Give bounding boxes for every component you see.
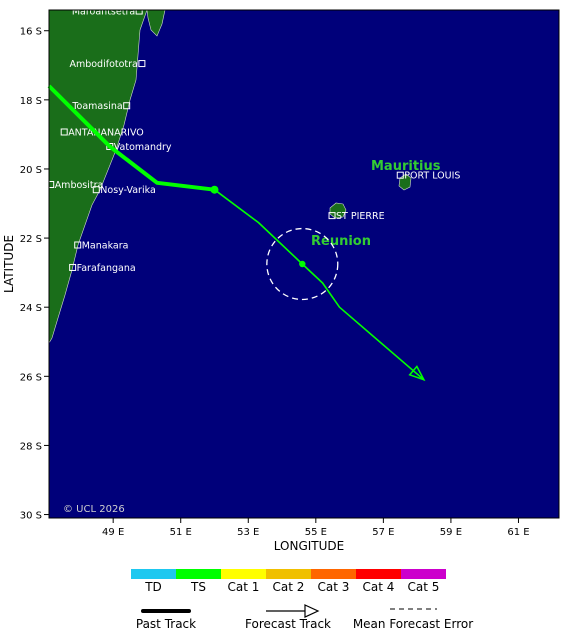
plot-frame [48, 9, 560, 519]
legend-category-label: Cat 4 [363, 580, 395, 594]
legend-category-label: TS [190, 580, 206, 594]
place-label: Manakara [82, 240, 129, 251]
place-marker [74, 241, 82, 249]
x-axis-title: LONGITUDE [274, 539, 344, 553]
x-tick-label: 51 E [170, 527, 192, 538]
place-marker [328, 212, 336, 220]
y-tick-label: 26 S [20, 372, 42, 383]
mauritius-label: Mauritius [371, 159, 441, 174]
legend-category-label: Cat 1 [228, 580, 260, 594]
madagascar-land [48, 9, 148, 345]
forecast-arrow-icon [304, 604, 320, 618]
place-label: ANTANANARIVO [68, 127, 144, 138]
place-marker [138, 60, 146, 68]
legend-category-label: Cat 2 [273, 580, 305, 594]
place-label: Toamasina [71, 101, 122, 112]
y-tick-label: 22 S [20, 234, 42, 245]
past-track-line [47, 84, 215, 192]
place-marker [92, 186, 100, 194]
y-tick-label: 20 S [20, 165, 42, 176]
legend-swatch-ts [176, 569, 221, 579]
legend-category-label: Cat 3 [318, 580, 350, 594]
track-point [210, 185, 219, 194]
forecast-arrow-head [408, 365, 426, 382]
y-tick-label: 18 S [20, 96, 42, 107]
place-label: Ambositra [55, 180, 104, 191]
place-label: Maroantsetra [72, 7, 135, 18]
y-axis-title: LATITUDE [2, 235, 16, 293]
reunion-label: Reunion [311, 234, 371, 249]
land-group [48, 9, 412, 345]
x-tick-label: 59 E [440, 527, 462, 538]
x-tick-label: 57 E [372, 527, 394, 538]
legend-swatch-cat-1 [221, 569, 266, 579]
places-layer: Maroantsetra Ambodifototra Toamasina ANTANA… [47, 7, 460, 274]
legend-category-label: Cat 5 [408, 580, 440, 594]
place-marker [69, 263, 77, 271]
y-tick-label: 30 S [20, 511, 42, 522]
y-tick-label: 28 S [20, 441, 42, 452]
x-tick-label: 53 E [237, 527, 259, 538]
legend-swatch-cat-5 [401, 569, 446, 579]
place-marker [396, 171, 404, 179]
legend-swatch-cat-4 [356, 569, 401, 579]
ticks-layer: 49 E 51 E 53 E 55 E 57 E 59 E 61 E 16 S 18 S 20 S… [20, 27, 530, 538]
past-track-label: Past Track [136, 617, 196, 631]
place-marker [135, 7, 143, 15]
track-layer [47, 84, 426, 382]
legend-category-label: TD [144, 580, 162, 594]
place-label: Farafangana [77, 263, 136, 274]
y-tick-label: 16 S [20, 27, 42, 38]
place-marker [123, 102, 131, 110]
place-label: Ambodifototra [69, 59, 137, 70]
forecast-track-label: Forecast Track [245, 617, 331, 631]
mean-error-circle [266, 227, 339, 301]
place-marker [60, 128, 68, 136]
mean-error-label: Mean Forecast Error [353, 617, 473, 631]
place-label: PORT LOUIS [404, 171, 460, 182]
legend-swatch-cat-2 [266, 569, 311, 579]
line-legend: Past Track Forecast Track Mean Forecast … [136, 604, 473, 631]
legend-swatch-td [131, 569, 176, 579]
track-point [299, 260, 306, 268]
legend-swatch-cat-3 [311, 569, 356, 579]
legend: TD TS Cat 1 Cat 2 Cat 3 Cat 4 Cat 5 [131, 569, 446, 594]
y-tick-label: 24 S [20, 303, 42, 314]
credit-text: © UCL 2026 [63, 504, 125, 515]
reunion-island [329, 202, 347, 219]
place-label: Nosy-Varika [100, 185, 155, 196]
place-label: ST PIERRE [336, 211, 385, 222]
x-tick-label: 61 E [507, 527, 529, 538]
place-label: Vatomandry [114, 142, 172, 153]
x-tick-label: 49 E [102, 527, 124, 538]
forecast-track-line [214, 189, 425, 381]
x-tick-label: 55 E [305, 527, 327, 538]
place-marker [47, 181, 55, 189]
